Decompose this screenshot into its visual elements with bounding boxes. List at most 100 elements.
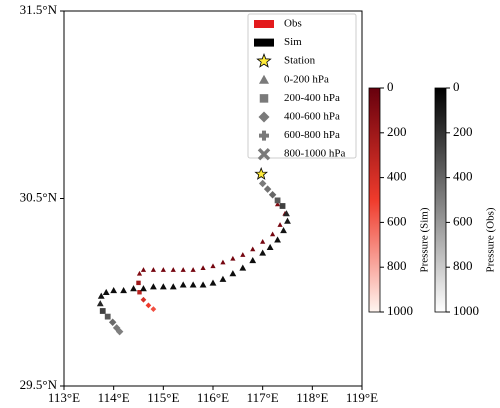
trajectory-point xyxy=(145,302,152,309)
x-tick-label: 113°E xyxy=(48,390,80,405)
trajectory-point xyxy=(249,256,257,264)
trajectory-point xyxy=(140,267,147,272)
legend-swatch xyxy=(254,20,274,28)
trajectory-point xyxy=(108,318,117,326)
trajectory-point xyxy=(136,270,143,276)
legend-marker xyxy=(259,94,269,103)
colorbar-tick-label: 800 xyxy=(387,258,407,273)
trajectory-point xyxy=(150,267,156,272)
trajectory-point xyxy=(274,201,281,207)
trajectory-point xyxy=(140,285,147,292)
trajectory-point xyxy=(274,236,281,243)
colorbar xyxy=(368,87,381,313)
colorbar-label: Pressure (Obs) xyxy=(485,207,497,272)
trajectory-point xyxy=(259,249,267,256)
colorbar xyxy=(434,87,447,313)
y-tick-label: 31.5°N xyxy=(20,2,58,17)
trajectory-point xyxy=(190,267,196,272)
trajectory-point xyxy=(268,191,277,199)
trajectory-point xyxy=(99,308,106,314)
trajectory-point xyxy=(270,231,276,237)
trajectory-point xyxy=(279,203,286,209)
trajectory-point xyxy=(96,300,104,307)
x-tick-label: 117°E xyxy=(247,390,279,405)
trajectory-point xyxy=(180,267,186,272)
legend-label: Obs xyxy=(284,18,302,30)
trajectory-point xyxy=(140,296,147,303)
legend-label: 200-400 hPa xyxy=(284,92,340,104)
trajectory-point xyxy=(169,283,177,290)
legend-label: 600-800 hPa xyxy=(284,129,340,141)
colorbar-tick-label: 1000 xyxy=(453,303,479,318)
legend-station xyxy=(256,53,272,68)
trajectory-point xyxy=(229,270,237,277)
trajectory-point xyxy=(97,292,105,299)
colorbar-tick-label: 0 xyxy=(453,79,460,94)
trajectory-point xyxy=(179,281,187,288)
legend-marker xyxy=(259,74,269,84)
colorbar-tick-label: 1000 xyxy=(387,303,413,318)
trajectory-point xyxy=(274,197,281,204)
trajectory-point xyxy=(258,179,267,188)
trajectory-point xyxy=(159,283,167,290)
colorbar-tick-label: 0 xyxy=(387,79,394,94)
trajectory-point xyxy=(110,286,118,294)
trajectory-point xyxy=(239,264,247,271)
trajectory-point xyxy=(260,239,266,244)
x-tick-label: 114°E xyxy=(98,390,130,405)
colorbar-tick-label: 400 xyxy=(387,169,407,184)
trajectory-point xyxy=(120,286,127,294)
trajectory-point xyxy=(102,288,110,295)
legend-swatch xyxy=(254,38,274,47)
legend-marker xyxy=(258,111,270,123)
trajectory-point xyxy=(283,210,290,217)
colorbar-tick-label: 200 xyxy=(387,124,407,139)
trajectory-point xyxy=(209,279,217,286)
colorbar-tick-label: 400 xyxy=(453,169,473,184)
legend: Obs Sim Station 0-200 hPa 200-400 hPa 400-600… xyxy=(247,13,357,161)
colorbar-tick-label: 800 xyxy=(453,258,473,273)
trajectory-point xyxy=(266,243,274,250)
legend-label: 0-200 hPa xyxy=(284,73,329,85)
trajectory-point xyxy=(104,313,111,320)
trajectory-point xyxy=(160,267,166,272)
trajectory-point xyxy=(250,246,256,252)
trajectory-point xyxy=(220,259,226,265)
legend-marker xyxy=(259,130,269,141)
trajectory-point xyxy=(210,263,216,269)
trajectory-point xyxy=(199,281,207,288)
trajectory-point xyxy=(189,281,197,288)
x-tick-label: 115°E xyxy=(147,390,179,405)
legend-frame xyxy=(247,13,357,159)
y-tick-label: 30.5°N xyxy=(20,189,58,204)
trajectory-point xyxy=(150,306,157,312)
legend-marker xyxy=(257,147,271,161)
legend-label: Sim xyxy=(284,36,302,48)
trajectory-point xyxy=(170,267,176,272)
legend-label: Station xyxy=(284,55,316,67)
trajectory-point xyxy=(277,222,283,227)
colorbar-label: Pressure (Sim) xyxy=(419,207,431,272)
colorbar-tick-label: 200 xyxy=(453,124,473,139)
trajectory-point xyxy=(136,280,141,286)
x-tick-label: 119°E xyxy=(346,390,378,405)
x-tick-label: 118°E xyxy=(296,390,328,405)
trajectory-point xyxy=(115,327,124,336)
trajectory-point xyxy=(219,275,227,282)
colorbar-tick-label: 600 xyxy=(453,213,473,228)
legend-label: 400-600 hPa xyxy=(284,111,340,123)
station-marker xyxy=(254,166,268,180)
trajectory-point xyxy=(263,185,272,193)
colorbar-tick-label: 600 xyxy=(387,213,407,228)
legend-label: 800-1000 hPa xyxy=(284,148,346,160)
trajectory-point xyxy=(150,283,157,290)
y-tick-label: 29.5°N xyxy=(20,377,58,392)
trajectory-point xyxy=(284,217,291,224)
trajectory-point xyxy=(280,226,287,234)
trajectory-point xyxy=(137,290,142,295)
trajectory-point xyxy=(130,285,137,292)
trajectory-point xyxy=(230,255,236,261)
x-tick-label: 116°E xyxy=(197,390,229,405)
trajectory-point xyxy=(240,252,246,257)
